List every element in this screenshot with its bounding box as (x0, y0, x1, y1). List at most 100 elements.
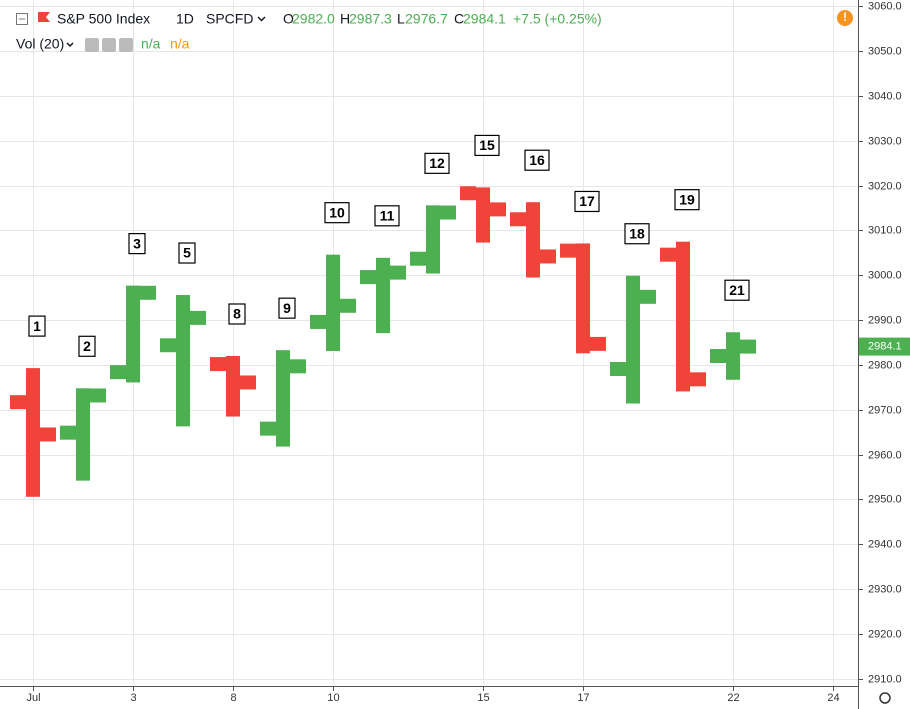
bar-range (26, 368, 40, 497)
y-tick-label: 2970.0 (868, 404, 902, 416)
x-tick-label: 10 (327, 692, 339, 704)
low-label: L (397, 11, 405, 27)
chevron[interactable] (66, 42, 74, 48)
bar-range (526, 202, 540, 278)
volume-value: n/a (141, 36, 161, 52)
bar-range (276, 350, 290, 447)
y-tick-label: 2960.0 (868, 449, 902, 461)
bar-close (440, 205, 456, 220)
bar-range (676, 241, 690, 392)
bar-close (190, 310, 206, 325)
bar-open (160, 338, 176, 353)
bar-close (640, 289, 656, 304)
annotation-box (674, 189, 700, 211)
annotation: 19 (679, 191, 695, 207)
annotation-box (278, 297, 296, 319)
bar-range (76, 388, 90, 481)
y-tick-label: 2980.0 (868, 359, 902, 371)
y-tick-label: 2920.0 (868, 628, 902, 640)
bar-range (726, 332, 740, 380)
warning-mark: ! (843, 10, 847, 24)
bar-close (390, 265, 406, 280)
settings-gear[interactable] (879, 692, 891, 704)
open-value: 2982.0 (292, 11, 335, 27)
change: +7.5 (+0.25%) (513, 11, 602, 27)
y-tick-label: 3040.0 (868, 90, 902, 102)
warning-icon[interactable] (837, 10, 853, 26)
bar-close (290, 359, 306, 374)
annotation: 1 (33, 318, 41, 334)
bar-open (560, 243, 576, 258)
bar-range (476, 187, 490, 243)
close-value: 2984.1 (463, 11, 506, 27)
y-tick-label: 3010.0 (868, 224, 902, 236)
chevron[interactable] (257, 16, 266, 22)
source[interactable]: SPCFD (206, 11, 253, 27)
x-tick-label: 22 (727, 692, 739, 704)
annotation: 16 (529, 152, 545, 168)
visibility-icon[interactable] (85, 38, 99, 52)
annotation-box (574, 190, 600, 213)
bar-open (10, 395, 26, 410)
annotation: 12 (429, 155, 445, 171)
bar-close (40, 427, 56, 442)
y-tick-label: 2950.0 (868, 493, 902, 505)
remove-icon[interactable] (119, 38, 133, 52)
annotation-box (724, 279, 750, 301)
y-tick-label: 2990.0 (868, 314, 902, 326)
bar-range (126, 285, 140, 383)
annotation-box (324, 202, 350, 224)
annotation: 2 (83, 338, 91, 354)
bar-close (690, 372, 706, 387)
annotation-box (178, 242, 196, 264)
bar-open (110, 365, 126, 380)
x-tick-label: 3 (130, 692, 136, 704)
annotation-box (78, 335, 96, 357)
open-label: O (283, 11, 294, 27)
last-price-label: 2984.1 (868, 340, 902, 352)
bar-close (540, 249, 556, 264)
y-tick-label: 2930.0 (868, 583, 902, 595)
bar-open (510, 212, 526, 227)
settings-icon[interactable] (102, 38, 116, 52)
bar-range (626, 275, 640, 404)
annotation: 11 (380, 208, 395, 224)
symbol-flag[interactable] (38, 12, 50, 22)
y-tick-label: 3060.0 (868, 0, 902, 12)
annotation-box (28, 315, 46, 337)
annotation: 17 (579, 193, 595, 209)
x-tick-label: 8 (230, 692, 236, 704)
annotation-box (128, 233, 146, 255)
bar-range (426, 205, 440, 274)
bar-open (710, 349, 726, 364)
y-tick-label: 2940.0 (868, 538, 902, 550)
x-tick-label: Jul (26, 692, 40, 704)
bar-open (310, 314, 326, 329)
annotation-box (524, 149, 550, 171)
y-tick-label: 3030.0 (868, 135, 902, 147)
bar-close (340, 298, 356, 313)
low-value: 2976.7 (405, 11, 448, 27)
bar-close (240, 375, 256, 390)
y-tick-label: 3020.0 (868, 180, 902, 192)
bar-range (326, 254, 340, 352)
symbol[interactable]: S&P 500 Index (57, 11, 150, 27)
x-tick-label: 15 (477, 692, 489, 704)
bar-range (576, 243, 590, 354)
annotation: 5 (183, 245, 191, 261)
interval[interactable]: 1D (176, 11, 194, 27)
annotation: 21 (729, 282, 745, 298)
close-label: C (454, 11, 464, 27)
bar-open (360, 270, 376, 285)
annotation: 10 (329, 204, 345, 220)
bar-close (490, 202, 506, 217)
annotation-box (228, 303, 246, 325)
volume-label[interactable]: Vol (20) (16, 36, 64, 52)
bar-open (210, 357, 226, 372)
annotation: 8 (233, 306, 241, 322)
collapse-button[interactable] (16, 13, 28, 25)
bar-open (460, 186, 476, 201)
